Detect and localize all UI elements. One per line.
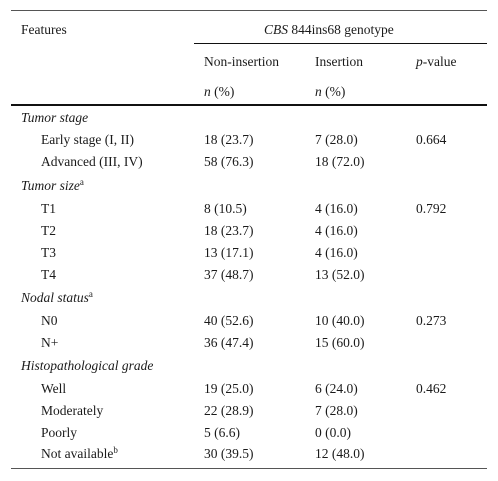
section-title-tumor-stage: Tumor stage xyxy=(21,110,89,125)
row-label: T2 xyxy=(41,223,56,238)
row-label: Well xyxy=(41,381,67,396)
row-label: T3 xyxy=(41,245,56,260)
header-col-pvalue: p-value xyxy=(416,54,457,69)
row-insertion: 7 (28.0) xyxy=(315,132,358,147)
row-noninsertion: 13 (17.1) xyxy=(204,245,254,260)
row-insertion: 7 (28.0) xyxy=(315,403,358,418)
row-noninsertion: 37 (48.7) xyxy=(204,267,254,282)
row-noninsertion: 8 (10.5) xyxy=(204,201,247,216)
row-insertion: 18 (72.0) xyxy=(315,154,365,169)
section-title-tumor-size: Tumor sizea xyxy=(21,177,84,193)
row-insertion: 13 (52.0) xyxy=(315,267,365,282)
row-noninsertion: 58 (76.3) xyxy=(204,154,254,169)
row-label: Early stage (I, II) xyxy=(41,132,134,147)
genotype-table: Features CBS 844ins68 genotype Non-inser… xyxy=(11,10,487,469)
row-pvalue: 0.273 xyxy=(416,313,447,328)
header-genotype-suffix: 844ins68 genotype xyxy=(288,22,394,37)
row-noninsertion: 19 (25.0) xyxy=(204,381,254,396)
row-label: N0 xyxy=(41,313,58,328)
row-label: Moderately xyxy=(41,403,104,418)
row-insertion: 4 (16.0) xyxy=(315,223,358,238)
row-pvalue: 0.462 xyxy=(416,381,447,396)
header-n-noninsertion: n (%) xyxy=(204,84,235,99)
header-genotype-gene: CBS xyxy=(264,22,289,37)
header-col-noninsertion: Non-insertion xyxy=(204,54,279,69)
header-bottom-rule xyxy=(11,104,487,106)
row-noninsertion: 40 (52.6) xyxy=(204,313,254,328)
header-features-label: Features xyxy=(21,22,67,37)
row-noninsertion: 22 (28.9) xyxy=(204,403,254,418)
row-label: N+ xyxy=(41,335,59,350)
row-insertion: 15 (60.0) xyxy=(315,335,365,350)
row-label: T1 xyxy=(41,201,56,216)
row-noninsertion: 5 (6.6) xyxy=(204,425,240,440)
section-title-histopathological-grade: Histopathological grade xyxy=(21,358,154,373)
section-title-nodal-status: Nodal statusa xyxy=(21,289,93,305)
row-insertion: 6 (24.0) xyxy=(315,381,358,396)
row-pvalue: 0.664 xyxy=(416,132,447,147)
row-insertion: 10 (40.0) xyxy=(315,313,365,328)
header-genotype-title: CBS 844ins68 genotype xyxy=(264,23,394,37)
header-n-insertion: n (%) xyxy=(315,84,346,99)
row-label: Poorly xyxy=(41,425,78,440)
row-label: Advanced (III, IV) xyxy=(41,154,143,169)
header-span-rule xyxy=(194,43,487,44)
row-pvalue: 0.792 xyxy=(416,201,447,216)
row-label: T4 xyxy=(41,267,56,282)
header-col-insertion: Insertion xyxy=(315,54,363,69)
row-noninsertion: 18 (23.7) xyxy=(204,132,254,147)
row-noninsertion: 36 (47.4) xyxy=(204,335,254,350)
row-insertion: 12 (48.0) xyxy=(315,446,365,461)
row-insertion: 0 (0.0) xyxy=(315,425,351,440)
row-insertion: 4 (16.0) xyxy=(315,245,358,260)
row-label-not-available: Not availableb xyxy=(41,445,118,461)
row-noninsertion: 18 (23.7) xyxy=(204,223,254,238)
row-insertion: 4 (16.0) xyxy=(315,201,358,216)
row-noninsertion: 30 (39.5) xyxy=(204,446,254,461)
